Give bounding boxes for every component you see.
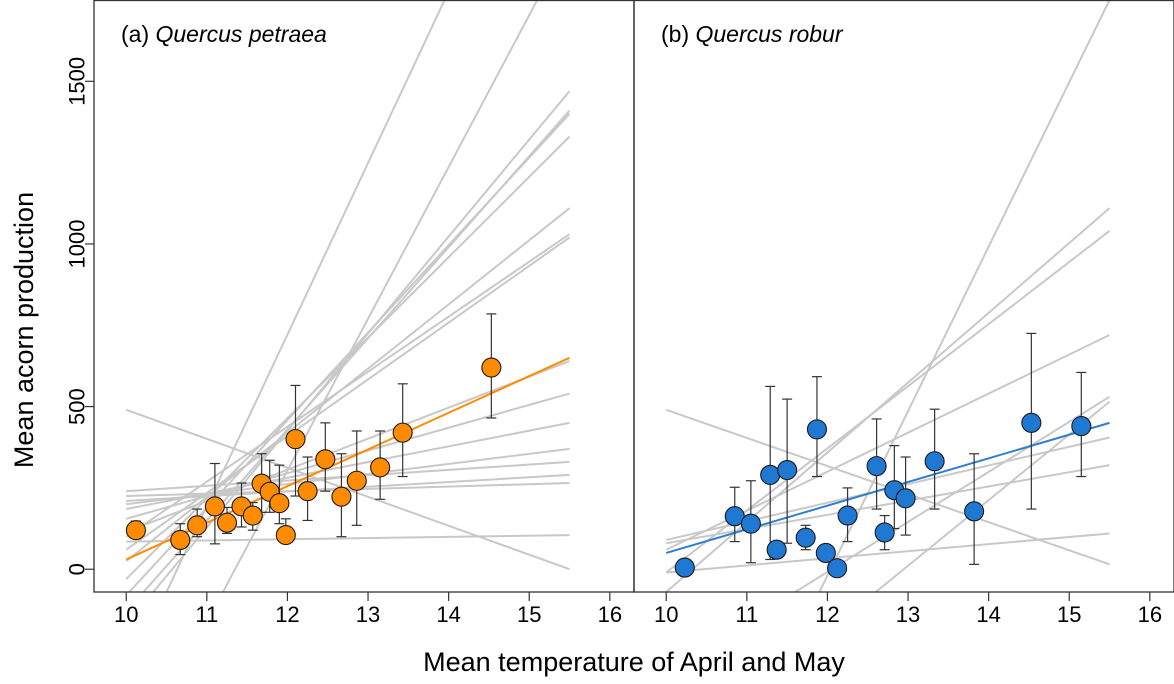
data-point-a-18 [481, 357, 502, 378]
data-point-b-5 [777, 459, 798, 481]
data-point-b-4 [766, 539, 787, 560]
data-point-b-18 [1071, 416, 1092, 437]
data-point-a-12 [297, 481, 318, 502]
panel-title-a: (a) Quercus petraea [121, 21, 327, 47]
x-tick-label-a-5: 15 [517, 602, 541, 627]
x-tick-label-b-1: 11 [735, 602, 758, 627]
x-tick-label-a-3: 13 [356, 602, 380, 627]
background-line-a-1 [126, 534, 570, 543]
data-point-a-10 [275, 525, 296, 546]
y-tick-label-a-0: 0 [65, 563, 90, 575]
background-line-a-16 [165, 0, 446, 592]
x-tick-label-b-2: 12 [815, 602, 839, 627]
panel-title-species-b: Quercus robur [696, 21, 844, 47]
data-point-b-3 [760, 464, 781, 485]
data-point-b-8 [815, 542, 836, 564]
panel-b: 10 11 12 13 14 15 16 (b) Quercus robur [633, 0, 1174, 627]
data-point-b-6 [795, 527, 816, 548]
x-tick-label-a-4: 14 [436, 602, 460, 627]
plot-area-b [665, 0, 1111, 592]
background-line-a-11 [125, 207, 571, 562]
data-point-b-7 [806, 419, 828, 440]
panel-title-species-a: Quercus petraea [156, 21, 327, 47]
x-tick-label-a-0: 10 [114, 602, 138, 627]
data-point-a-17 [392, 422, 413, 443]
panel-a: 10 11 12 13 14 15 16 0 500 1000 1500 (a) Quercus pe… [65, 0, 635, 627]
background-line-b-2 [666, 464, 1110, 545]
y-tick-label-a-1: 500 [65, 388, 90, 425]
y-tick-label-a-2: 1000 [65, 219, 90, 268]
data-point-b-12 [874, 522, 895, 543]
x-tick-label-b-6: 16 [1138, 602, 1162, 627]
data-point-a-13 [315, 449, 336, 470]
data-point-b-14 [895, 488, 916, 509]
background-line-a-8 [125, 360, 570, 533]
data-point-a-14 [331, 486, 352, 507]
data-point-a-6 [242, 505, 263, 526]
data-point-a-16 [370, 457, 391, 478]
background-line-b-7 [794, 395, 1111, 592]
x-tick-label-b-4: 14 [976, 602, 1000, 627]
data-point-b-0 [674, 557, 695, 578]
data-point-a-11 [285, 429, 306, 450]
x-tick-label-a-6: 16 [598, 602, 622, 627]
y-tick-label-a-3: 1500 [65, 57, 90, 106]
x-tick-label-b-0: 10 [654, 602, 678, 627]
data-point-b-2 [740, 513, 761, 534]
data-point-b-15 [924, 451, 945, 472]
panel-title-prefix-b: (b) [661, 21, 696, 47]
data-point-b-17 [1021, 412, 1042, 433]
background-line-a-6 [126, 421, 570, 511]
panel-frame-b [633, 0, 1174, 593]
panel-title-prefix-a: (a) [121, 21, 156, 47]
data-point-b-10 [837, 505, 858, 526]
data-point-a-9 [269, 493, 290, 514]
x-tick-label-a-2: 12 [275, 602, 299, 627]
x-axis-label: Mean temperature of April and May [423, 647, 845, 677]
panel-title-b: (b) Quercus robur [661, 21, 844, 47]
y-axis-label: Mean acorn production [9, 192, 39, 468]
plot-area-a [125, 0, 571, 592]
data-point-a-15 [346, 470, 367, 491]
x-tick-label-a-1: 11 [195, 602, 218, 627]
background-line-b-1 [666, 532, 1110, 574]
x-tick-label-b-3: 13 [896, 602, 920, 627]
data-point-a-2 [187, 515, 208, 536]
data-point-a-3 [204, 496, 225, 517]
data-point-b-16 [964, 501, 985, 522]
background-line-b-6 [665, 207, 1111, 592]
data-point-b-9 [827, 558, 848, 579]
data-point-a-4 [216, 512, 238, 533]
data-point-a-1 [170, 529, 191, 551]
x-tick-label-b-5: 15 [1057, 602, 1081, 627]
data-point-a-0 [125, 520, 146, 541]
background-line-a-9 [125, 236, 571, 551]
data-point-b-11 [866, 456, 887, 477]
background-line-b-9 [818, 0, 1111, 592]
